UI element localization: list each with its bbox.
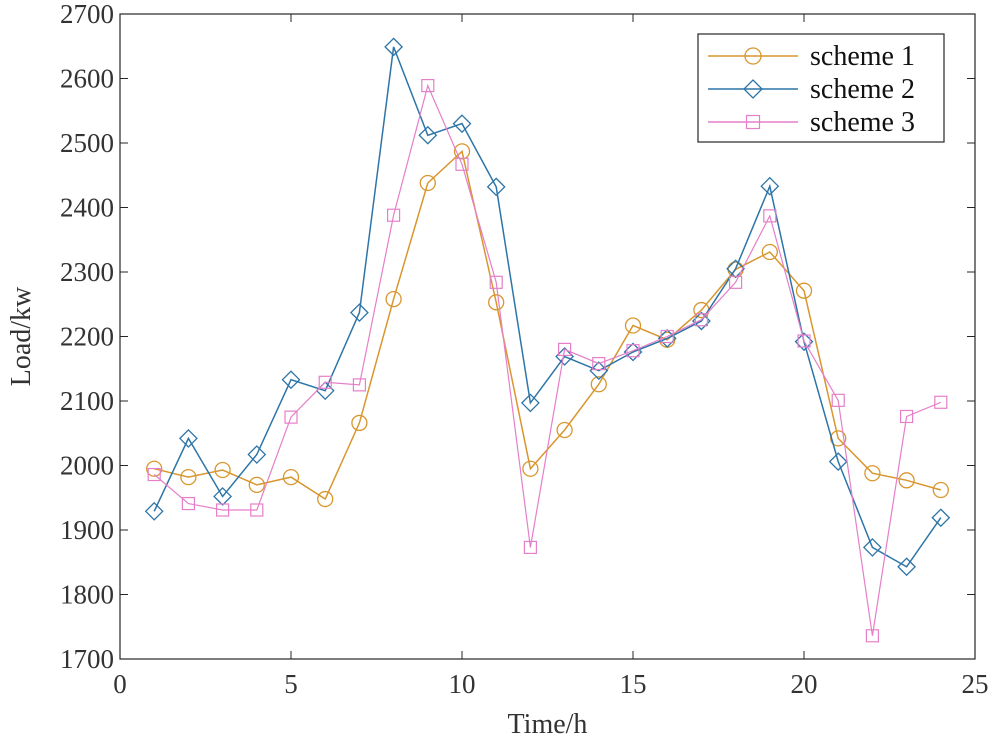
data-point [522,460,539,477]
data-point [830,430,847,447]
x-tick-label: 5 [284,669,298,699]
data-point [349,303,369,323]
x-axis-label: Time/h [508,709,588,740]
data-point [146,460,163,477]
x-tick-label: 20 [791,669,818,699]
data-point [624,317,642,334]
data-point [592,356,606,371]
data-point [282,468,300,486]
data-point [180,468,197,486]
y-tick-label: 1800 [60,580,114,610]
y-tick-label: 1700 [60,644,114,674]
data-point [214,461,231,479]
legend-label: scheme 1 [810,41,915,72]
y-tick-label: 1900 [60,515,114,545]
data-point [760,176,780,196]
y-tick-label: 2700 [60,0,114,29]
data-point [795,282,813,299]
data-point [489,275,503,289]
series-line [153,83,942,636]
axes [119,13,976,660]
data-point [213,487,233,506]
data-point [797,334,811,348]
data-point [898,472,915,489]
data-point [523,540,538,555]
data-point [419,174,436,192]
data-point [250,503,264,517]
data-point [284,410,298,424]
legend-marker [743,79,763,99]
y-tick-label: 2400 [60,193,114,223]
data-point [726,259,746,279]
data-point [831,393,845,407]
data-point [181,496,195,511]
data-point [520,393,540,413]
data-point [281,370,301,390]
data-point [932,481,949,499]
x-tick-label: 15 [620,669,647,699]
data-point [216,503,230,517]
x-tick-label: 25 [962,669,989,699]
data-point [761,243,778,261]
data-point [144,501,164,521]
y-tick-label: 2300 [60,257,114,287]
series-layer [144,37,951,643]
data-point [660,329,674,344]
data-point [486,177,506,197]
data-point [384,37,404,57]
data-point [385,290,402,308]
y-tick-label: 2500 [60,128,114,158]
legend-marker [745,114,761,130]
legend-label: scheme 3 [810,107,915,138]
y-axis-label: Load/kw [6,286,37,386]
data-point [352,378,366,392]
series-2 [144,37,951,577]
data-point [247,445,267,464]
series-line [153,46,942,568]
series-3 [147,78,948,643]
data-point [899,409,914,424]
data-point [421,78,435,93]
data-point [862,537,882,557]
data-point [248,476,265,494]
data-point [317,490,334,508]
data-point [865,629,880,643]
y-tick-label: 2000 [60,451,114,481]
data-point [934,395,948,409]
data-point [455,157,469,171]
data-point [828,452,848,472]
legend-label: scheme 2 [810,74,915,105]
data-point [351,414,368,432]
legend-entry: scheme 1 [708,41,915,72]
data-point [556,421,573,439]
x-tick-label: 10 [449,669,476,699]
data-point [931,508,951,528]
data-point [147,467,161,482]
legend-entry: scheme 2 [708,74,915,105]
data-point [178,428,198,448]
data-point [387,208,401,222]
data-point [864,465,881,482]
legend-marker [744,47,762,65]
data-point [694,313,709,327]
data-point [418,125,438,145]
data-point [626,344,640,358]
data-point [318,375,332,389]
data-point [897,557,917,577]
legend-entry: scheme 3 [708,107,915,138]
y-tick-label: 2200 [60,322,114,352]
y-tick-label: 2100 [60,386,114,416]
tick-labels: 0 5 10 15 20 25 1700 1800 1900 2000 2100 2200 2300 24… [60,0,989,699]
data-point [557,342,572,356]
data-point [452,114,472,134]
x-tick-label: 0 [113,669,127,699]
data-point [763,209,777,223]
data-point [728,275,743,289]
data-point [590,376,607,393]
legend-box [697,33,945,143]
data-point [488,294,505,311]
y-tick-label: 2600 [60,64,114,94]
